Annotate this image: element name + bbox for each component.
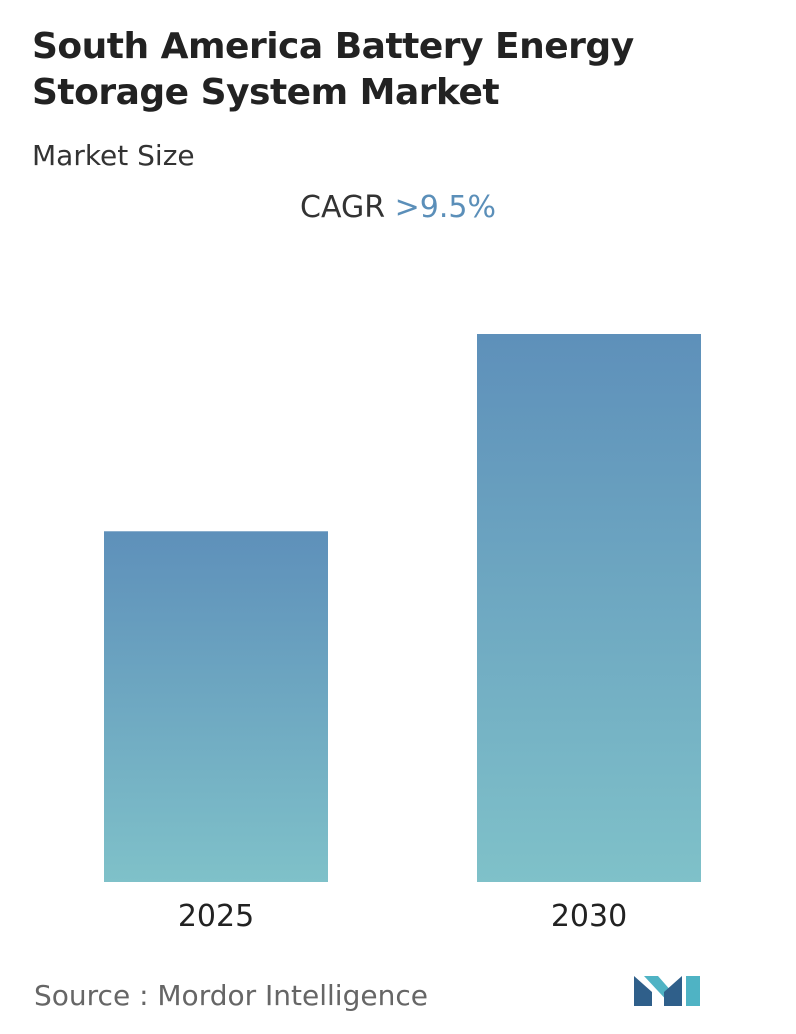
bar-2025 xyxy=(104,531,328,882)
cagr-value: >9.5% xyxy=(394,190,496,225)
chart-subtitle: Market Size xyxy=(32,139,195,172)
cagr-label: CAGR xyxy=(300,190,386,225)
chart-title: South America Battery Energy Storage Sys… xyxy=(32,26,634,113)
cagr-annotation: CAGR >9.5% xyxy=(0,190,796,226)
x-tick-label-2030: 2030 xyxy=(551,899,627,934)
bars-group xyxy=(104,334,701,882)
bar-chart: 2025 2030 xyxy=(104,334,701,934)
mordor-intelligence-logo-icon xyxy=(634,976,700,1006)
x-tick-label-2025: 2025 xyxy=(178,899,254,934)
x-axis-tick-labels: 2025 2030 xyxy=(178,899,627,934)
bar-2030 xyxy=(477,334,701,882)
source-note: Source : Mordor Intelligence xyxy=(34,979,428,1012)
